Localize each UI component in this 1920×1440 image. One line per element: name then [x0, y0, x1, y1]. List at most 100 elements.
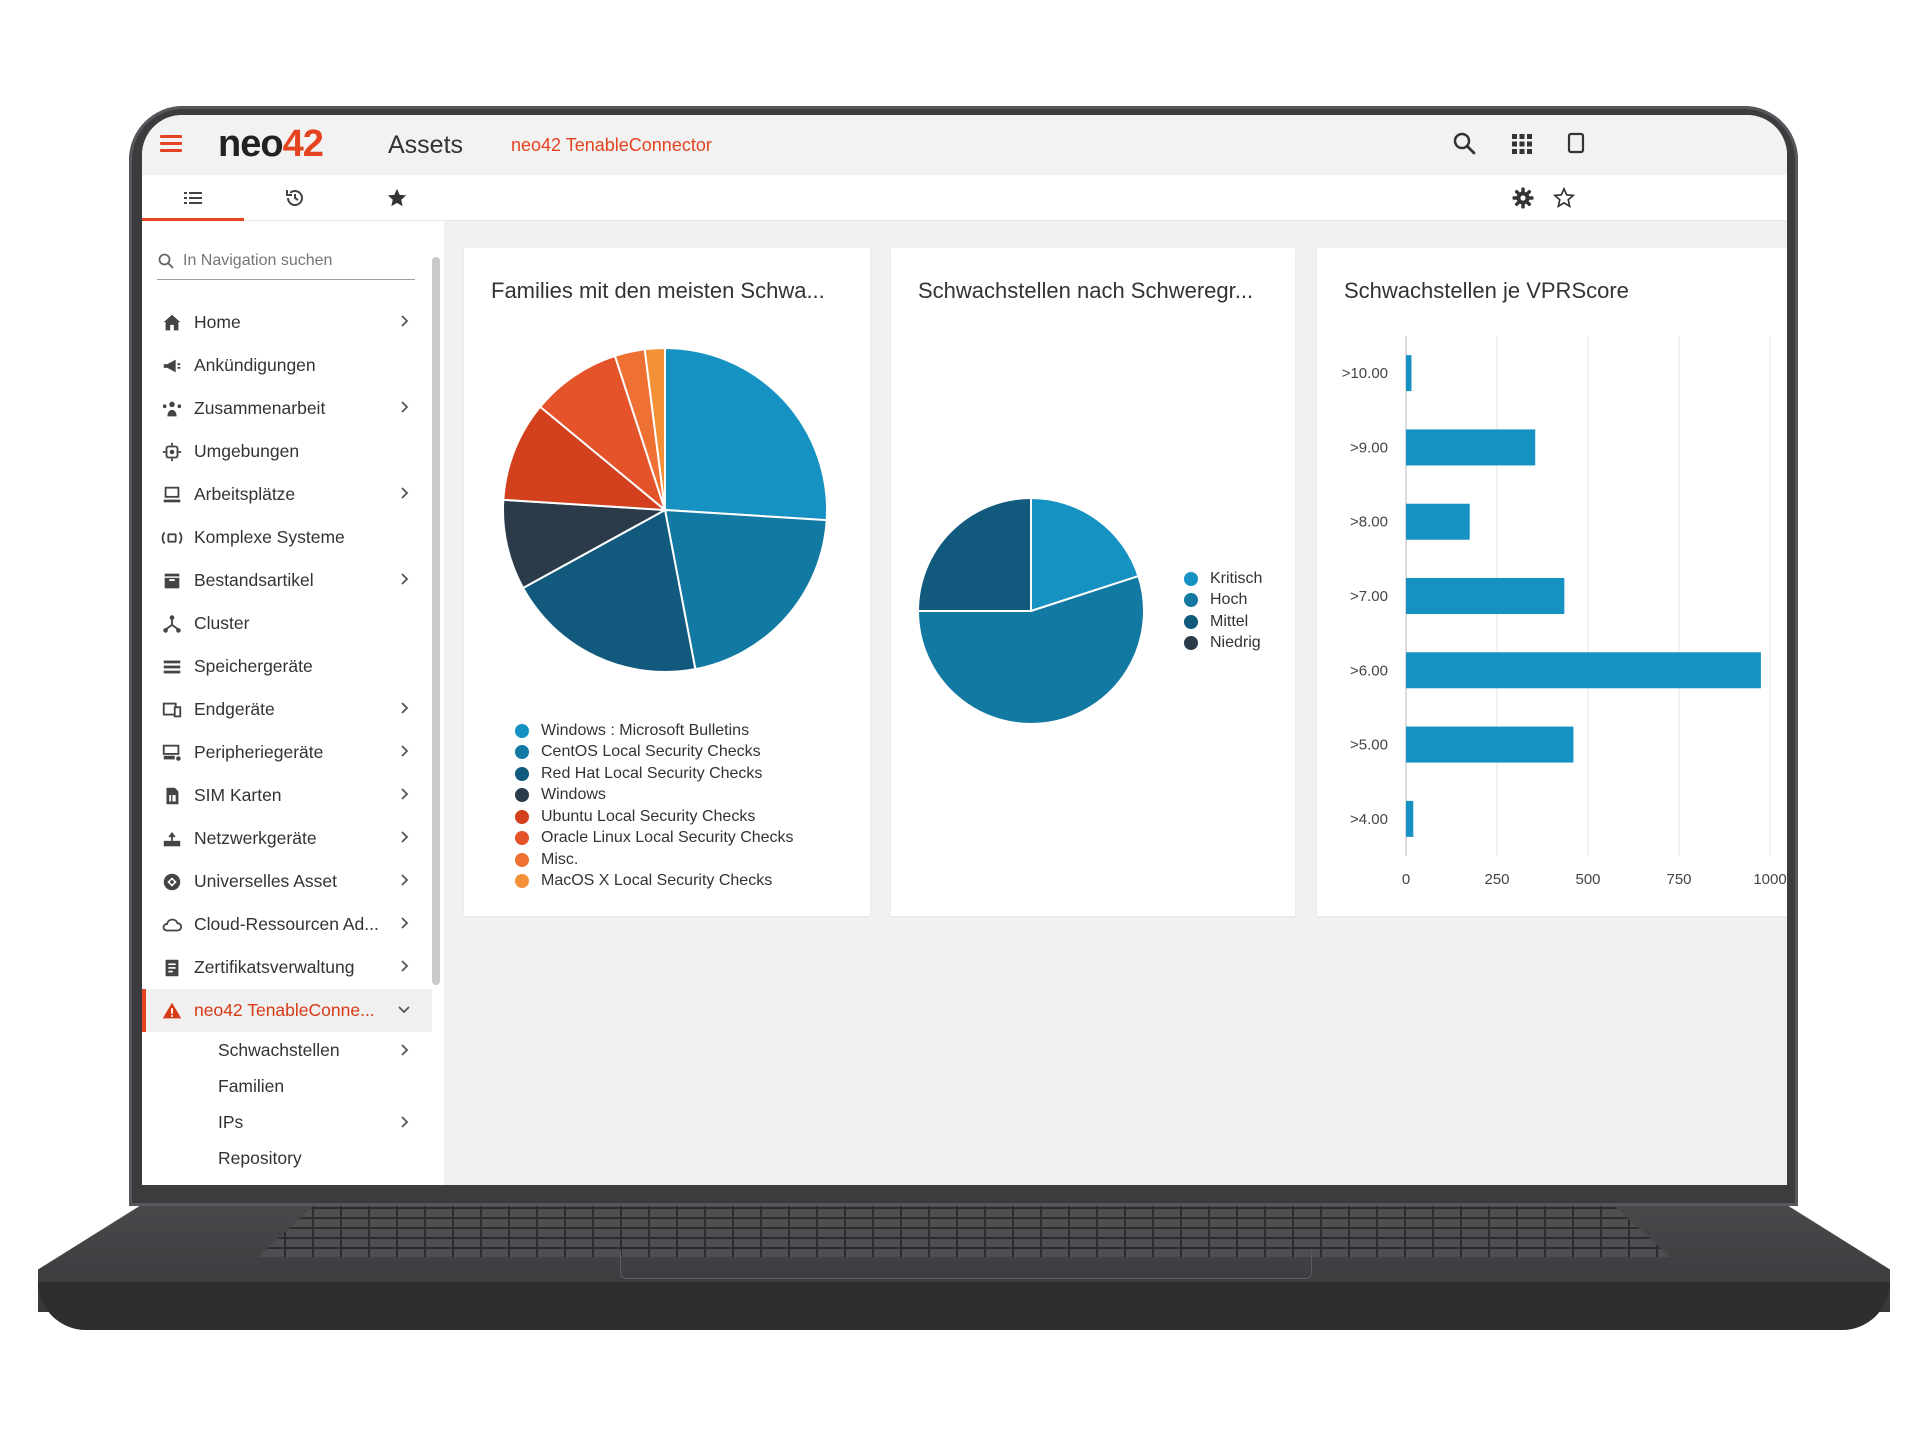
- legend-item[interactable]: Oracle Linux Local Security Checks: [515, 828, 794, 850]
- navigation-search-input[interactable]: [181, 251, 405, 271]
- chevron-right-icon[interactable]: [396, 829, 412, 845]
- warning-icon: [158, 999, 186, 1023]
- legend-item[interactable]: Windows : Microsoft Bulletins: [515, 720, 794, 742]
- chevron-right-icon[interactable]: [396, 313, 412, 329]
- pie-slice-0-4[interactable]: [502, 405, 669, 512]
- cluster-icon: [158, 612, 186, 636]
- pie-slice-0-1[interactable]: [663, 508, 828, 671]
- legend-item[interactable]: MacOS X Local Security Checks: [515, 871, 794, 893]
- sidebar-item-environment[interactable]: Umgebungen: [142, 430, 432, 473]
- breadcrumb-connector[interactable]: neo42 TenableConnector: [511, 135, 712, 155]
- sidebar: Home Ankündigungen Zusammenarbeit Umgebunge…: [142, 221, 444, 1185]
- pie-slice-1-0[interactable]: [1030, 496, 1140, 613]
- chevron-right-icon[interactable]: [396, 872, 412, 888]
- families-chart-title: Families mit den meisten Schwa...: [491, 278, 825, 303]
- legend-label: Kritisch: [1210, 569, 1263, 587]
- legend-item[interactable]: Windows: [515, 785, 794, 807]
- sidebar-item-certificate[interactable]: Zertifikatsverwaltung: [142, 946, 432, 989]
- peripheral-icon: [158, 741, 186, 765]
- chevron-right-icon[interactable]: [396, 743, 412, 759]
- chevron-right-icon[interactable]: [396, 399, 412, 415]
- sidebar-item-devices[interactable]: Endgeräte: [142, 688, 432, 731]
- sidebar-item-cluster[interactable]: Cluster: [142, 602, 432, 645]
- legend-item[interactable]: Mittel: [1184, 611, 1262, 633]
- notifications-icon[interactable]: [1560, 129, 1590, 159]
- apps-grid-icon[interactable]: [1507, 129, 1537, 159]
- tab-navigation-list[interactable]: [142, 175, 244, 221]
- sidebar-subitem-schwachstellen[interactable]: Schwachstellen: [142, 1032, 432, 1068]
- bar-800[interactable]: [1406, 503, 1470, 540]
- chevron-right-icon[interactable]: [396, 958, 412, 974]
- sidebar-item-team[interactable]: Zusammenarbeit: [142, 387, 432, 430]
- sidebar-item-cloud[interactable]: Cloud-Ressourcen Ad...: [142, 903, 432, 946]
- legend-item[interactable]: Red Hat Local Security Checks: [515, 763, 794, 785]
- pie-slice-0-0[interactable]: [664, 346, 828, 522]
- chevron-right-icon[interactable]: [396, 786, 412, 802]
- sidebar-subitem-repository[interactable]: Repository: [142, 1140, 432, 1176]
- legend-marker: [1184, 593, 1198, 608]
- legend-label: Windows : Microsoft Bulletins: [541, 721, 750, 739]
- tab-favorites[interactable]: [346, 175, 448, 220]
- chevron-right-icon[interactable]: [396, 700, 412, 716]
- sidebar-item-workstation[interactable]: Arbeitsplätze: [142, 473, 432, 516]
- favorite-star-outline-icon[interactable]: [1553, 187, 1575, 209]
- legend-item[interactable]: Niedrig: [1184, 633, 1262, 655]
- bar-1000[interactable]: [1406, 355, 1412, 392]
- legend-item[interactable]: Misc.: [515, 849, 794, 871]
- sidebar-subitem-label: Repository: [218, 1147, 302, 1168]
- neo42-logo[interactable]: neo42: [218, 123, 324, 166]
- pie-slice-0-7[interactable]: [643, 346, 666, 511]
- sidebar-item-warning[interactable]: neo42 TenableConne...: [142, 989, 432, 1032]
- legend-item[interactable]: Hoch: [1184, 590, 1262, 612]
- bar-400[interactable]: [1406, 800, 1414, 837]
- sidebar-item-sim-card[interactable]: SIM Karten: [142, 774, 432, 817]
- sidebar-item-home[interactable]: Home: [142, 301, 432, 344]
- legend-item[interactable]: Kritisch: [1184, 568, 1262, 590]
- sidebar-item-label: Endgeräte: [194, 699, 275, 719]
- sidebar-item-megaphone[interactable]: Ankündigungen: [142, 344, 432, 387]
- sidebar-subitem-familien[interactable]: Familien: [142, 1068, 432, 1104]
- search-icon[interactable]: [1450, 129, 1480, 159]
- hamburger-menu-icon[interactable]: [160, 135, 182, 153]
- sidebar-item-complex-system[interactable]: Komplexe Systeme: [142, 516, 432, 559]
- legend-marker: [515, 874, 529, 889]
- chevron-right-icon[interactable]: [396, 1042, 412, 1058]
- legend-item[interactable]: CentOS Local Security Checks: [515, 742, 794, 764]
- pie-slice-0-2[interactable]: [521, 508, 697, 673]
- team-icon: [158, 397, 186, 421]
- sidebar-item-inventory[interactable]: Bestandsartikel: [142, 559, 432, 602]
- pie-slice-1-2[interactable]: [916, 496, 1032, 612]
- chevron-right-icon[interactable]: [396, 571, 412, 587]
- legend-item[interactable]: Ubuntu Local Security Checks: [515, 806, 794, 828]
- sidebar-item-label: Cloud-Ressourcen Ad...: [194, 914, 379, 934]
- sidebar-scrollbar[interactable]: [432, 257, 440, 985]
- chevron-right-icon[interactable]: [396, 485, 412, 501]
- sidebar-item-label: Umgebungen: [194, 441, 300, 461]
- x-tick-label: 0: [1402, 871, 1410, 888]
- legend-marker: [1184, 614, 1198, 629]
- severity-chart-card: Schwachstellen nach Schweregr... Kritisc…: [891, 248, 1295, 916]
- sidebar-item-router[interactable]: Netzwerkgeräte: [142, 817, 432, 860]
- sidebar-item-peripheral[interactable]: Peripheriegeräte: [142, 731, 432, 774]
- bar-500[interactable]: [1406, 726, 1574, 763]
- sidebar-item-storage[interactable]: Speichergeräte: [142, 645, 432, 688]
- chevron-right-icon[interactable]: [396, 915, 412, 931]
- sidebar-item-label: Arbeitsplätze: [194, 484, 296, 504]
- pie-slice-0-5[interactable]: [538, 354, 668, 513]
- pie-slice-0-3[interactable]: [502, 498, 669, 590]
- bar-900[interactable]: [1406, 429, 1536, 466]
- pie-slice-1-1[interactable]: [916, 574, 1145, 725]
- bar-600[interactable]: [1406, 652, 1761, 689]
- chevron-down-icon[interactable]: [396, 1001, 412, 1017]
- sidebar-item-universal-asset[interactable]: Universelles Asset: [142, 860, 432, 903]
- bar-700[interactable]: [1406, 578, 1565, 614]
- tab-history[interactable]: [244, 175, 346, 220]
- chevron-right-icon[interactable]: [396, 1114, 412, 1130]
- gear-icon[interactable]: [1511, 186, 1535, 210]
- legend-marker: [515, 788, 529, 803]
- sidebar-subitem-ips[interactable]: IPs: [142, 1104, 432, 1140]
- sidebar-item-label: Peripheriegeräte: [194, 742, 324, 762]
- sidebar-item-label: Netzwerkgeräte: [194, 828, 317, 848]
- legend-label: Niedrig: [1210, 634, 1261, 652]
- top-bar: neo42 Assets neo42 TenableConnector: [142, 115, 1787, 176]
